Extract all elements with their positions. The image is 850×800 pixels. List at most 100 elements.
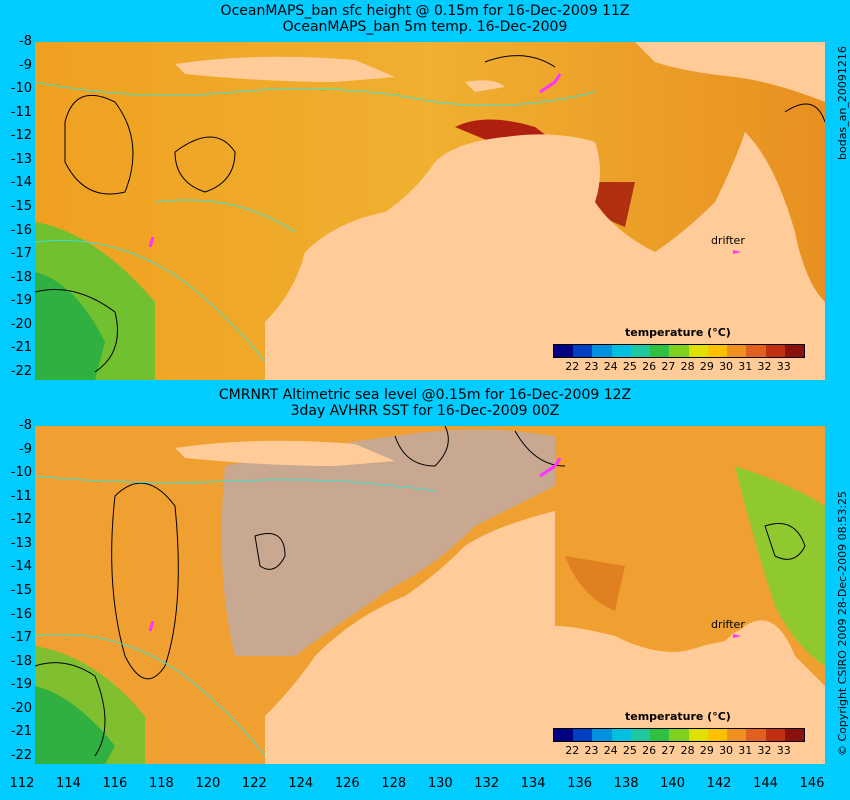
colorbar-tick-label: 22: [565, 744, 580, 757]
colorbar-swatch: [765, 729, 785, 741]
colorbar-tick-label: 33: [776, 360, 791, 373]
longitude-tick-label: 112: [9, 776, 35, 791]
colorbar-tick-label: 22: [565, 360, 580, 373]
latitude-tick-label: -16: [10, 606, 32, 622]
latitude-tick-label: -12: [10, 512, 32, 528]
colorbar-tick-label: 32: [757, 360, 772, 373]
longitude-tick-label: 118: [148, 776, 174, 791]
latitude-tick-label: -15: [10, 199, 32, 214]
cool-water-inner: [35, 272, 105, 380]
colorbar-tick-label: 23: [584, 744, 599, 757]
colorbar-tick-label: 32: [757, 744, 772, 757]
colorbar-tick-label: 26: [642, 360, 657, 373]
timor-island: [175, 440, 395, 466]
green-water-east: [735, 466, 825, 666]
latitude-tick-label: -19: [10, 677, 32, 693]
warm-gulf-water: [565, 556, 625, 611]
panel2-title-line2: 3day AVHRR SST for 16-Dec-2009 00Z: [290, 403, 560, 419]
colorbar-swatch: [573, 345, 593, 357]
colorbar-title: temperature (°C): [625, 710, 731, 723]
colorbar-swatch: [650, 729, 670, 741]
colorbar-swatch: [630, 729, 651, 741]
latitude-tick-label: -10: [10, 81, 32, 97]
colorbar-tick-label: 28: [680, 360, 695, 373]
model-sst-map-canvas: [35, 42, 825, 380]
longitude-tick-label: 136: [567, 776, 593, 791]
latitude-tick-label: -16: [10, 222, 32, 238]
colorbar-swatch: [573, 729, 593, 741]
latitude-tick-label: -17: [10, 246, 32, 262]
latitude-tick-label: -15: [10, 583, 32, 598]
latitude-tick-label: -19: [10, 293, 32, 309]
latitude-tick-label: -9: [19, 57, 32, 73]
longitude-tick-label: 124: [288, 776, 314, 791]
longitude-tick-label: 144: [753, 776, 778, 791]
colorbar-swatch: [611, 729, 631, 741]
colorbar-swatch: [554, 729, 574, 741]
latitude-tick-label: -21: [10, 724, 32, 740]
australia-land: [265, 132, 825, 380]
colorbar-title: temperature (°C): [625, 326, 731, 339]
latitude-tick-label: -11: [10, 488, 32, 504]
colorbar-tick-label: 26: [642, 744, 657, 757]
australia-land: [265, 511, 555, 764]
latitude-tick-label: -14: [10, 559, 32, 575]
colorbar-swatch: [669, 729, 689, 741]
colorbar-tick-label: 29: [699, 744, 714, 757]
latitude-tick-label: -8: [19, 418, 32, 433]
colorbar-tick-label: 27: [661, 744, 676, 757]
latitude-tick-label: -13: [10, 535, 32, 551]
longitude-tick-label: 120: [195, 776, 221, 791]
longitude-tick-label: 126: [334, 776, 360, 791]
latitude-tick-label: -11: [10, 104, 32, 120]
timor-island: [175, 56, 395, 82]
longitude-tick-label: 142: [706, 776, 732, 791]
colorbar-swatch: [727, 345, 747, 357]
latitude-tick-label: -18: [10, 653, 32, 669]
longitude-tick-label: 134: [520, 776, 546, 791]
colorbar-tick-label: 24: [603, 744, 618, 757]
colorbar-swatch: [650, 345, 670, 357]
colorbar-swatch: [688, 345, 708, 357]
colorbar-swatch: [784, 345, 805, 357]
drifter-legend-label: drifter: [711, 234, 745, 247]
colorbar-tick-label: 27: [661, 360, 676, 373]
drifter-track: [148, 620, 155, 632]
colorbar-swatch: [727, 729, 747, 741]
colorbar-swatch: [784, 729, 805, 741]
colorbar-tick-label: 30: [719, 744, 734, 757]
drifter-legend-marker: [733, 250, 741, 254]
small-island: [465, 80, 505, 92]
latitude-tick-label: -10: [10, 465, 32, 481]
colorbar-ticks: 22 23 24 25 26 27 28 29 30 31 32 33: [553, 360, 803, 374]
panel1-title-line2: OceanMAPS_ban 5m temp. 16-Dec-2009: [282, 19, 568, 35]
colorbar-tick-label: 30: [719, 360, 734, 373]
longitude-tick-label: 116: [102, 776, 128, 791]
latitude-tick-label: -22: [10, 748, 32, 763]
longitude-tick-label: 138: [613, 776, 639, 791]
colorbar-swatch: [669, 345, 689, 357]
depth-contours: [35, 81, 596, 363]
panel1-title-line1: OceanMAPS_ban sfc height @ 0.15m for 16-…: [220, 3, 630, 19]
temperature-colorbar: [553, 728, 805, 742]
colorbar-tick-label: 31: [738, 360, 753, 373]
colorbar-tick-label: 33: [776, 744, 791, 757]
depth-contours: [35, 475, 436, 757]
no-data-region: [221, 429, 555, 656]
longitude-tick-label: 114: [56, 776, 81, 791]
panel2-side-label: © Copyright CSIRO 2009 28-Dec-2009 08:53…: [836, 490, 849, 756]
drifter-track: [539, 73, 562, 94]
colorbar-swatch: [707, 345, 728, 357]
sea-level-contours: [35, 426, 806, 757]
colorbar-swatch: [592, 729, 612, 741]
drifter-legend-label: drifter: [711, 618, 745, 631]
latitude-tick-label: -14: [10, 175, 32, 191]
colorbar-swatch: [554, 345, 574, 357]
sea-level-contours: [35, 55, 825, 373]
model-sst-map: drifter temperature (°C) 22 23 24 25 26 27 28 2…: [35, 42, 825, 380]
latitude-tick-label: -13: [10, 151, 32, 167]
latitude-tick-label: -18: [10, 269, 32, 285]
colorbar-tick-label: 25: [622, 360, 637, 373]
latitude-tick-label: -12: [10, 128, 32, 144]
latitude-tick-label: -22: [10, 364, 32, 379]
